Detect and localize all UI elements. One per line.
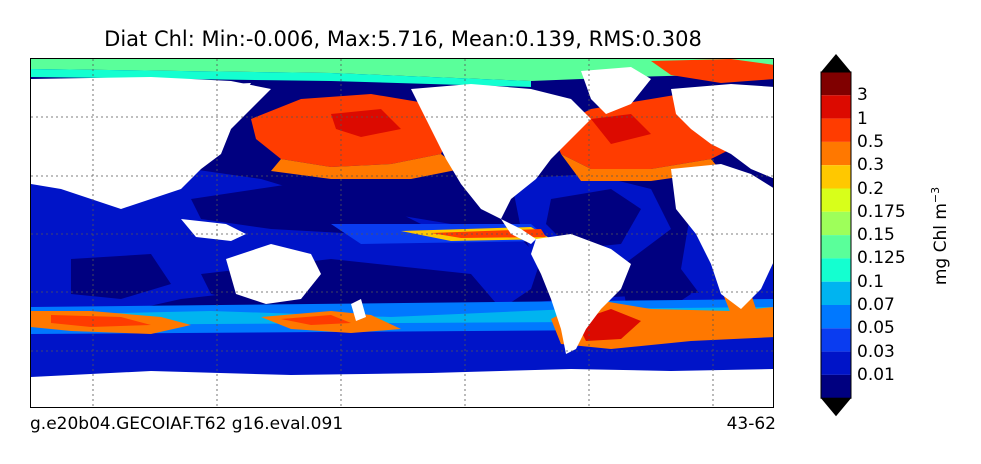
colorbar-tick-label: 0.1 xyxy=(857,271,885,292)
bloom-north-pacific-edge xyxy=(271,154,461,179)
colorbar-tick-label: 1 xyxy=(857,108,868,129)
case-name: g.e20b04.GECOIAF.T62 g16.eval.091 xyxy=(30,414,344,434)
land-antarctica xyxy=(31,369,773,407)
colorbar-segment xyxy=(821,72,851,96)
bloom-south-australia-core xyxy=(281,315,351,325)
gyre-north-pacific xyxy=(191,184,441,234)
colorbar-segments xyxy=(820,54,852,417)
colorbar-tick-label: 0.5 xyxy=(857,131,885,152)
colorbar-segment xyxy=(821,118,851,142)
colorbar-tick-label: 0.05 xyxy=(857,318,895,339)
colorbar-tick-label: 0.01 xyxy=(857,364,895,385)
arctic-bloom-east xyxy=(651,59,773,83)
land-south-america xyxy=(531,234,631,354)
colorbar xyxy=(820,54,852,417)
colorbar-min-extension xyxy=(821,398,851,417)
chlorophyll-map xyxy=(30,58,774,408)
colorbar-tick-label: 0.07 xyxy=(857,295,895,315)
colorbar-segment xyxy=(821,188,851,212)
colorbar-tick-label: 0.03 xyxy=(857,341,895,362)
colorbar-unit-label: mg Chl m−3 xyxy=(929,187,951,285)
gyre-indian xyxy=(71,254,171,299)
colorbar-segment xyxy=(821,328,851,352)
colorbar-segment xyxy=(821,95,851,119)
colorbar-segment xyxy=(821,165,851,189)
colorbar-segment xyxy=(821,258,851,282)
map-title: Diat Chl: Min:-0.006, Max:5.716, Mean:0.… xyxy=(104,27,702,51)
land-indonesia xyxy=(181,219,246,241)
colorbar-tick-label: 0.125 xyxy=(857,248,906,269)
colorbar-segment xyxy=(821,374,851,399)
colorbar-segment xyxy=(821,211,851,236)
bloom-north-pacific-core xyxy=(331,109,401,137)
land-north-america-main xyxy=(411,84,591,219)
land-africa xyxy=(671,164,773,309)
unit-text: mg Chl m xyxy=(930,203,951,286)
year-range: 43-62 xyxy=(726,414,776,434)
colorbar-segment xyxy=(821,235,851,259)
land-europe xyxy=(671,84,773,179)
bloom-north-atlantic-core xyxy=(591,114,651,144)
colorbar-tick-label: 3 xyxy=(857,85,868,106)
arctic-fringe-inner xyxy=(31,69,531,87)
land-central-america xyxy=(501,219,536,244)
colorbar-segment xyxy=(821,141,851,166)
colorbar-frame xyxy=(820,71,852,399)
bloom-south-indian-core xyxy=(51,315,151,327)
land-new-zealand xyxy=(351,299,366,321)
colorbar-segment xyxy=(821,305,851,329)
colorbar-segment xyxy=(821,281,851,305)
map-gridlines xyxy=(31,59,773,407)
colorbar-tick-label: 0.175 xyxy=(857,201,906,222)
land-australia xyxy=(226,244,321,304)
unit-exponent: −3 xyxy=(929,186,943,204)
map-canvas xyxy=(31,59,773,407)
colorbar-segment xyxy=(821,351,851,375)
colorbar-tick-label: 0.15 xyxy=(857,225,895,246)
colorbar-tick-label: 0.2 xyxy=(857,178,885,199)
land-greenland xyxy=(581,67,651,114)
colorbar-tick-label: 0.3 xyxy=(857,155,885,176)
colorbar-max-extension xyxy=(821,54,851,72)
